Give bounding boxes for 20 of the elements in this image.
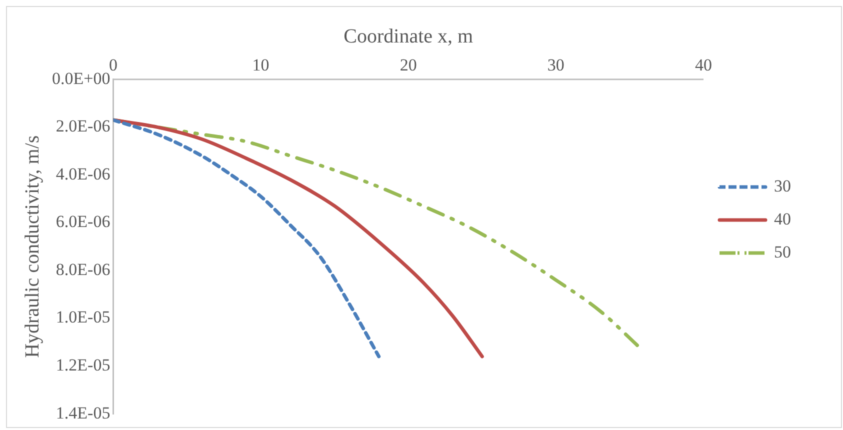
x-tick-label: 20 <box>400 56 417 75</box>
y-tick-label: 2.0E-06 <box>56 116 110 136</box>
legend-label: 50 <box>774 242 791 262</box>
y-tick-label: 1.4E-05 <box>56 403 110 422</box>
x-tick-label: 30 <box>547 56 564 75</box>
x-tick-label: 40 <box>695 56 712 75</box>
x-axis-title: Coordinate x, m <box>344 25 474 48</box>
y-tick-label: 1.2E-05 <box>56 355 110 374</box>
y-tick-label: 6.0E-06 <box>56 212 110 232</box>
x-tick-label: 10 <box>252 56 270 75</box>
line-series <box>113 118 381 358</box>
y-tick-label: 4.0E-06 <box>56 164 110 184</box>
y-tick-label: 1.0E-05 <box>56 308 110 327</box>
legend-label: 40 <box>774 209 791 228</box>
y-axis-title: Hydraulic conductivity, m/s <box>21 135 44 358</box>
legend-label: 30 <box>774 176 791 196</box>
x-tick-label: 0 <box>108 56 118 75</box>
y-tick-label: 0.0E+00 <box>52 68 110 88</box>
y-tick-label: 8.0E-06 <box>56 260 110 279</box>
line-series <box>113 118 484 358</box>
